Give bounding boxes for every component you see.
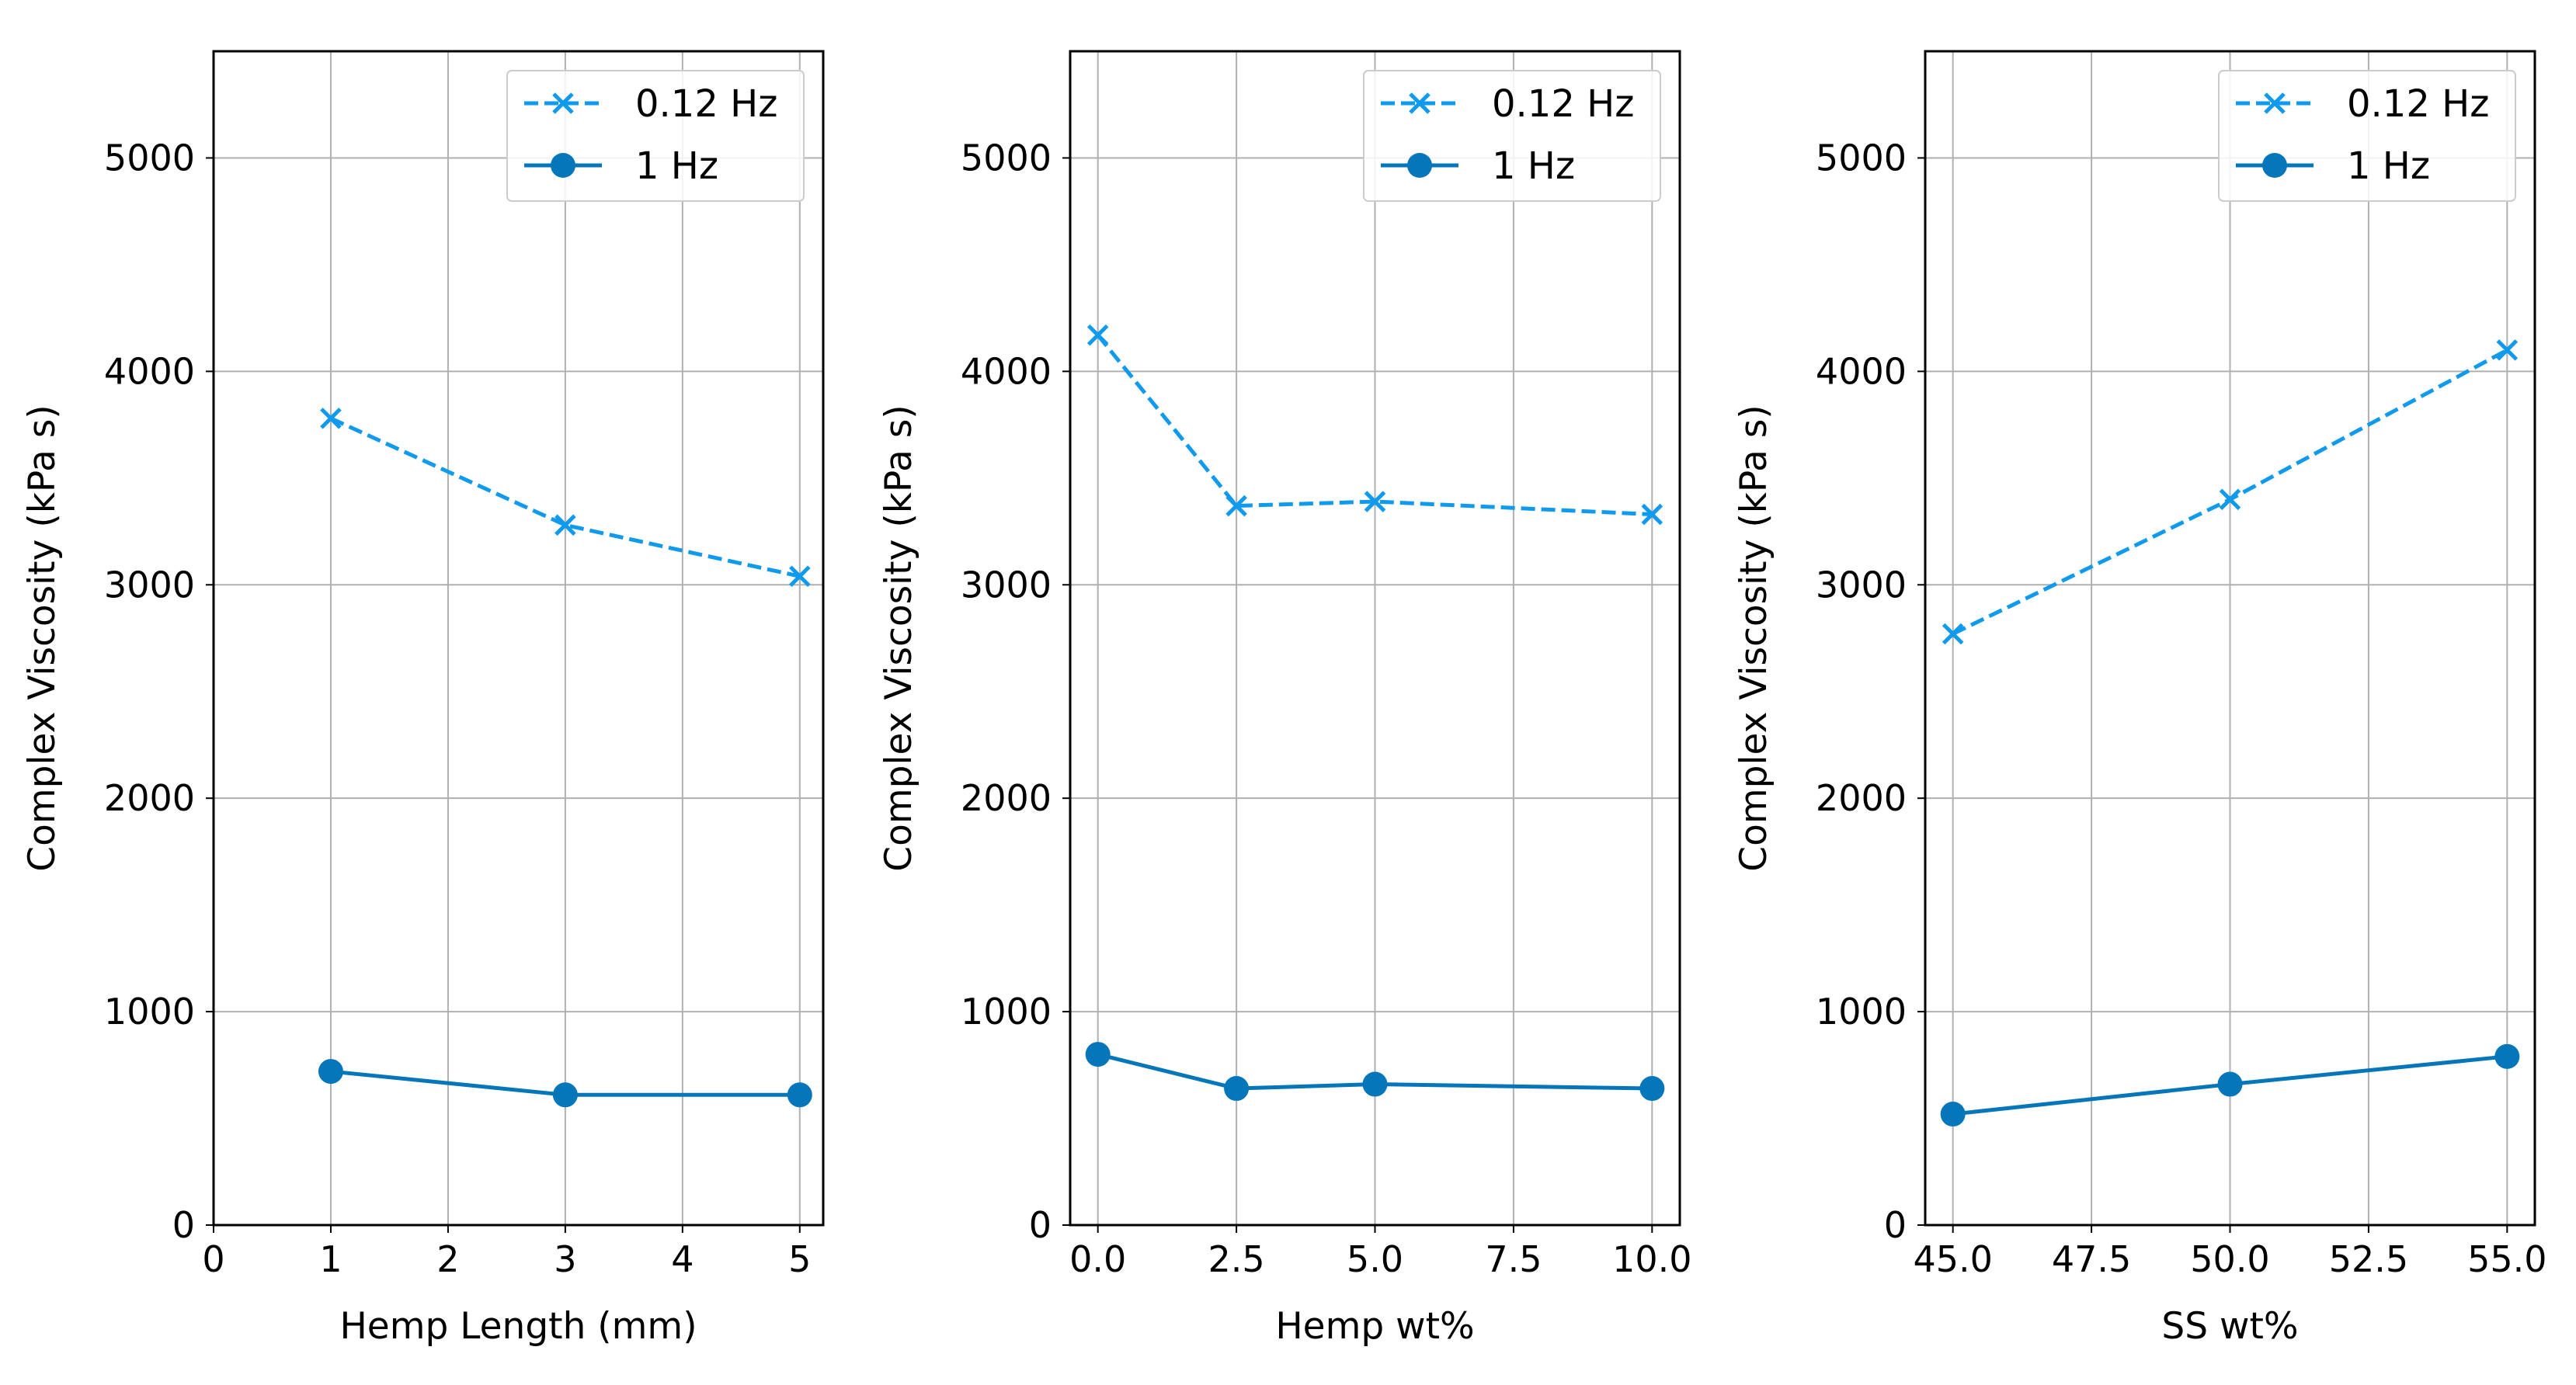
- data-point-circle-marker: [1085, 1042, 1111, 1067]
- legend: 0.12 Hz 1 Hz: [1363, 70, 1661, 202]
- x-tick-label: 47.5: [2052, 1238, 2131, 1280]
- y-tick-label: 0: [1884, 1204, 1907, 1246]
- x-tick-label: 1: [319, 1238, 342, 1280]
- legend-label: 0.12 Hz: [635, 82, 777, 126]
- y-tick-label: 1000: [104, 991, 195, 1033]
- x-tick-label: 55.0: [2467, 1238, 2546, 1280]
- legend-label: 0.12 Hz: [1492, 82, 1634, 126]
- data-point-x-marker: [320, 408, 342, 429]
- x-tick-label: 0.0: [1069, 1238, 1126, 1280]
- plot-frame: [212, 50, 825, 1227]
- x-tick-label: 52.5: [2329, 1238, 2408, 1280]
- y-tick-label: 3000: [961, 564, 1052, 606]
- data-point-circle-marker: [2217, 1071, 2243, 1097]
- series-line-0-12hz: [1096, 334, 1653, 517]
- y-tick-label: 2000: [1816, 777, 1907, 819]
- data-point-circle-marker: [1362, 1071, 1388, 1097]
- y-tick-label: 1000: [961, 991, 1052, 1033]
- legend-circle-marker: [551, 153, 575, 178]
- y-tick-label: 4000: [961, 350, 1052, 392]
- series-line-0-12hz: [329, 416, 801, 578]
- legend-x-marker: [552, 92, 574, 114]
- data-point-x-marker: [1086, 324, 1109, 346]
- legend-box: [2218, 70, 2516, 202]
- plot-frame: [1924, 50, 2536, 1227]
- data-point-x-marker: [2219, 488, 2241, 511]
- data-point-x-marker: [1364, 491, 1386, 512]
- legend-circle-marker: [2262, 153, 2287, 178]
- legend-label: 1 Hz: [1492, 144, 1575, 188]
- chart-panel-2: 0.0 2.5 5.0 7.5 10.0 0 1000 2000 3000 4000 5000 Hem…: [878, 50, 1692, 1348]
- x-axis-label: Hemp Length (mm): [339, 1305, 697, 1348]
- y-tick-label: 4000: [1816, 350, 1907, 392]
- data-point-x-marker: [554, 514, 576, 536]
- legend-label: 0.12 Hz: [2347, 82, 2489, 126]
- y-tick-label: 5000: [1816, 137, 1907, 179]
- x-tick-label: 4: [671, 1238, 694, 1280]
- y-axis-label: Complex Viscosity (kPa s): [878, 404, 920, 871]
- y-axis-label: Complex Viscosity (kPa s): [21, 404, 64, 871]
- y-axis-label: Complex Viscosity (kPa s): [1733, 404, 1775, 871]
- x-tick-label: 45.0: [1913, 1238, 1992, 1280]
- data-point-x-marker: [789, 565, 811, 588]
- x-tick-label: 3: [554, 1238, 576, 1280]
- y-tick-label: 2000: [104, 777, 195, 819]
- y-tick-label: 2000: [961, 777, 1052, 819]
- legend-circle-marker: [1407, 153, 1432, 178]
- y-tick-label: 4000: [104, 350, 195, 392]
- x-axis-label: Hemp wt%: [1275, 1305, 1474, 1348]
- data-point-circle-marker: [1639, 1076, 1665, 1102]
- data-point-x-marker: [1641, 503, 1663, 526]
- x-tick-label: 10.0: [1612, 1238, 1691, 1280]
- y-tick-label: 1000: [1816, 991, 1907, 1033]
- data-point-x-marker: [2496, 339, 2519, 361]
- data-point-x-marker: [1942, 623, 1964, 645]
- x-tick-label: 7.5: [1485, 1238, 1542, 1280]
- legend-box: [1363, 70, 1661, 202]
- chart-panel-3: 45.0 47.5 50.0 52.5 55.0 0 1000 2000 3000 4000 500…: [1733, 50, 2547, 1348]
- series-line-1hz: [1097, 1052, 1653, 1091]
- y-tick-label: 5000: [104, 137, 195, 179]
- y-tick-label: 5000: [961, 137, 1052, 179]
- x-tick-label: 50.0: [2190, 1238, 2269, 1280]
- legend-label: 1 Hz: [2347, 144, 2430, 188]
- data-point-circle-marker: [1940, 1102, 1966, 1127]
- x-tick-label: 2.5: [1208, 1238, 1265, 1280]
- data-point-circle-marker: [552, 1082, 578, 1108]
- y-tick-label: 0: [172, 1204, 195, 1246]
- legend-x-marker: [2264, 92, 2286, 114]
- data-point-circle-marker: [2494, 1043, 2520, 1069]
- y-tick-label: 3000: [1816, 564, 1907, 606]
- x-tick-label: 2: [436, 1238, 459, 1280]
- x-axis-label: SS wt%: [2161, 1305, 2298, 1348]
- x-tick-label: 5: [788, 1238, 811, 1280]
- data-point-circle-marker: [787, 1082, 812, 1108]
- legend: 0.12 Hz 1 Hz: [2218, 70, 2516, 202]
- legend: 0.12 Hz 1 Hz: [506, 70, 805, 202]
- chart-panel-1: 0 1 2 3 4 5 0 1000 2000 3000 4000 5000 Hemp Length (…: [21, 50, 825, 1348]
- plot-frame: [1069, 50, 1681, 1227]
- y-tick-label: 3000: [104, 564, 195, 606]
- data-point-x-marker: [1225, 495, 1247, 517]
- legend-box: [506, 70, 805, 202]
- legend-x-marker: [1409, 92, 1431, 114]
- y-tick-label: 0: [1029, 1204, 1052, 1246]
- x-tick-label: 5.0: [1347, 1238, 1403, 1280]
- data-point-circle-marker: [318, 1059, 343, 1085]
- x-tick-label: 0: [202, 1238, 224, 1280]
- legend-label: 1 Hz: [635, 144, 718, 188]
- data-point-circle-marker: [1224, 1076, 1250, 1102]
